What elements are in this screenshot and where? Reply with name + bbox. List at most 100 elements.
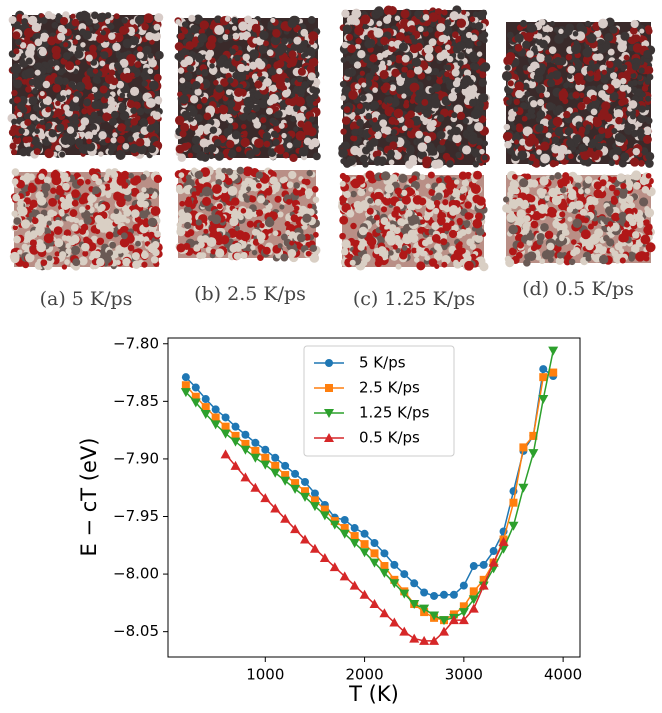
atom xyxy=(477,51,482,56)
atom xyxy=(297,233,306,242)
atom xyxy=(117,150,123,156)
atom xyxy=(192,136,201,145)
atom xyxy=(30,230,38,238)
atom xyxy=(579,126,585,132)
atom xyxy=(290,93,295,98)
atom xyxy=(215,248,224,257)
atom xyxy=(435,46,443,54)
atom xyxy=(507,32,514,39)
atom xyxy=(554,172,561,179)
atom xyxy=(74,105,80,111)
atom xyxy=(22,261,29,268)
atom xyxy=(557,252,564,259)
atom xyxy=(202,235,210,243)
atom xyxy=(385,184,394,193)
atom xyxy=(432,234,441,243)
atom xyxy=(100,85,108,93)
atom xyxy=(237,167,245,175)
atom xyxy=(582,48,592,58)
atom xyxy=(12,178,19,185)
atom xyxy=(547,79,555,87)
atom xyxy=(579,144,587,152)
atom xyxy=(132,252,140,260)
atom xyxy=(62,235,68,241)
atom xyxy=(522,41,530,49)
marker xyxy=(182,381,190,389)
atom xyxy=(187,34,194,41)
atom xyxy=(532,45,537,50)
atom xyxy=(252,24,261,33)
atom xyxy=(228,118,234,124)
marker xyxy=(281,462,289,470)
atom xyxy=(572,91,579,98)
atom xyxy=(184,222,191,229)
atom xyxy=(109,242,116,249)
atom xyxy=(40,259,47,266)
atom xyxy=(539,19,546,26)
marker xyxy=(301,478,309,486)
atom xyxy=(70,209,78,217)
atom xyxy=(368,187,373,192)
atom xyxy=(61,28,67,34)
atom xyxy=(241,138,250,147)
atom xyxy=(153,111,161,119)
atom xyxy=(340,158,346,164)
atom xyxy=(424,136,431,143)
atom xyxy=(426,183,431,188)
atom xyxy=(414,257,419,262)
atom xyxy=(85,75,90,80)
atom xyxy=(356,29,363,36)
atom xyxy=(137,46,143,52)
atom xyxy=(137,108,145,116)
atom xyxy=(558,29,563,34)
atom xyxy=(524,91,529,96)
atom xyxy=(516,252,523,259)
atom xyxy=(277,211,283,217)
atom xyxy=(87,194,96,203)
atom xyxy=(439,140,445,146)
atom xyxy=(54,76,63,85)
atom xyxy=(35,39,43,47)
atom xyxy=(585,176,593,184)
marker xyxy=(518,484,528,493)
atom xyxy=(643,226,651,234)
atom xyxy=(354,61,361,68)
atom xyxy=(461,10,466,15)
atom xyxy=(106,193,111,198)
atom xyxy=(192,81,200,89)
atom xyxy=(591,109,598,116)
marker xyxy=(212,413,220,421)
atom xyxy=(60,17,68,25)
atom xyxy=(228,186,238,196)
atom xyxy=(436,177,442,183)
atom xyxy=(225,29,230,34)
atom xyxy=(619,85,626,92)
atom xyxy=(578,189,584,195)
atom xyxy=(36,242,46,252)
atom xyxy=(457,18,467,28)
atom xyxy=(526,232,534,240)
atom xyxy=(96,34,105,43)
atom xyxy=(241,252,248,259)
atom xyxy=(418,263,424,269)
atom xyxy=(237,64,245,72)
atom xyxy=(60,95,65,100)
atom xyxy=(339,216,348,225)
atom xyxy=(231,17,237,23)
atom xyxy=(62,183,70,191)
atom xyxy=(437,247,443,253)
atom xyxy=(399,43,408,52)
atom xyxy=(512,174,518,180)
atom xyxy=(142,81,148,87)
atom xyxy=(17,249,22,254)
atom xyxy=(555,105,563,113)
atom xyxy=(91,101,100,110)
atom xyxy=(49,129,57,137)
atom xyxy=(429,12,439,22)
atom xyxy=(374,6,384,16)
atom xyxy=(445,65,451,71)
atom xyxy=(630,27,638,35)
atom xyxy=(204,129,210,135)
atom xyxy=(631,244,640,253)
atom xyxy=(535,255,541,261)
